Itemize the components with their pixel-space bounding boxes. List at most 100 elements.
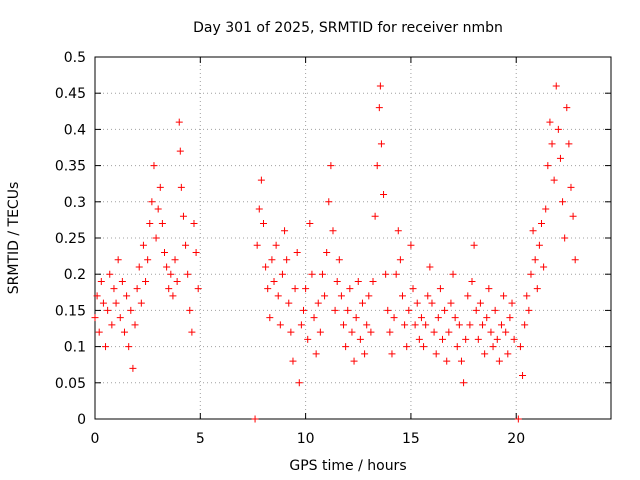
data-point [350,357,358,365]
data-point [274,292,282,300]
data-point [150,162,158,170]
data-point [295,379,303,387]
data-point [476,299,484,307]
data-point [148,198,156,206]
data-point [346,285,354,293]
y-axis-label: SRMTID / TECUs [6,182,22,295]
data-point [386,328,394,336]
data-point [302,285,310,293]
data-point [93,292,101,300]
data-point [453,343,461,351]
data-point [483,314,491,322]
data-point [472,306,480,314]
x-tick-label: 10 [297,431,315,447]
data-point [133,285,141,293]
data-point [95,328,103,336]
data-point [99,299,107,307]
data-point [497,321,505,329]
data-point [194,285,202,293]
data-point [380,191,388,199]
data-point [120,328,128,336]
data-point [392,270,400,278]
data-point [337,292,345,300]
data-point [165,285,173,293]
data-point [470,241,478,249]
data-point [312,350,320,358]
axis-ticks: 0 0.05 0.1 0.15 0.2 0.25 0.3 0.35 0.4 0.45 0.5 0 5 10… [55,50,611,447]
data-point [514,415,522,423]
chart-title: Day 301 of 2025, SRMTID for receiver nmb… [193,20,503,36]
data-point [500,292,508,300]
data-point [369,277,377,285]
data-point [384,306,392,314]
data-point [106,270,114,278]
data-point [377,140,385,148]
data-point [262,263,270,271]
data-point [118,277,126,285]
data-point [531,256,539,264]
data-point [569,212,577,220]
data-point [163,263,171,271]
data-point [97,277,105,285]
data-point [255,205,263,213]
data-point [422,321,430,329]
data-point [436,285,444,293]
data-point [291,285,299,293]
data-point [495,357,503,365]
data-point [182,241,190,249]
data-point [175,118,183,126]
data-point [325,198,333,206]
data-point [125,343,133,351]
data-point [171,256,179,264]
data-point [504,350,512,358]
data-point [331,306,339,314]
data-point [327,162,335,170]
data-point [413,299,421,307]
data-point [354,277,362,285]
data-point [176,147,184,155]
data-point [318,270,326,278]
data-point [449,270,457,278]
y-tick-label: 0.25 [55,231,86,247]
grid-lines [95,57,611,419]
data-point [525,306,533,314]
data-point [259,220,267,228]
data-point [289,357,297,365]
data-point [426,263,434,271]
data-point [559,198,567,206]
data-point [177,183,185,191]
data-point [502,328,510,336]
data-point [516,343,524,351]
data-point [479,321,487,329]
data-point [417,314,425,322]
data-point [403,343,411,351]
data-point [428,299,436,307]
plot-frame [94,56,612,420]
data-point [146,220,154,228]
x-tick-label: 5 [196,431,205,447]
y-tick-label: 0.2 [64,267,86,283]
y-tick-label: 0 [77,412,86,428]
data-point [173,277,181,285]
data-point [529,227,537,235]
data-point [300,306,308,314]
data-point [251,415,259,423]
data-point [439,335,447,343]
data-point [131,321,139,329]
data-point [396,256,404,264]
data-point [420,343,428,351]
x-tick-label: 0 [91,431,100,447]
data-point [542,205,550,213]
data-point [544,162,552,170]
data-point [266,314,274,322]
data-point [342,343,350,351]
data-point [382,270,390,278]
data-point [108,321,116,329]
data-point [158,220,166,228]
data-point [474,335,482,343]
data-point [565,140,573,148]
data-point [441,306,449,314]
data-point [152,234,160,242]
data-point [506,314,514,322]
data-point [563,104,571,112]
